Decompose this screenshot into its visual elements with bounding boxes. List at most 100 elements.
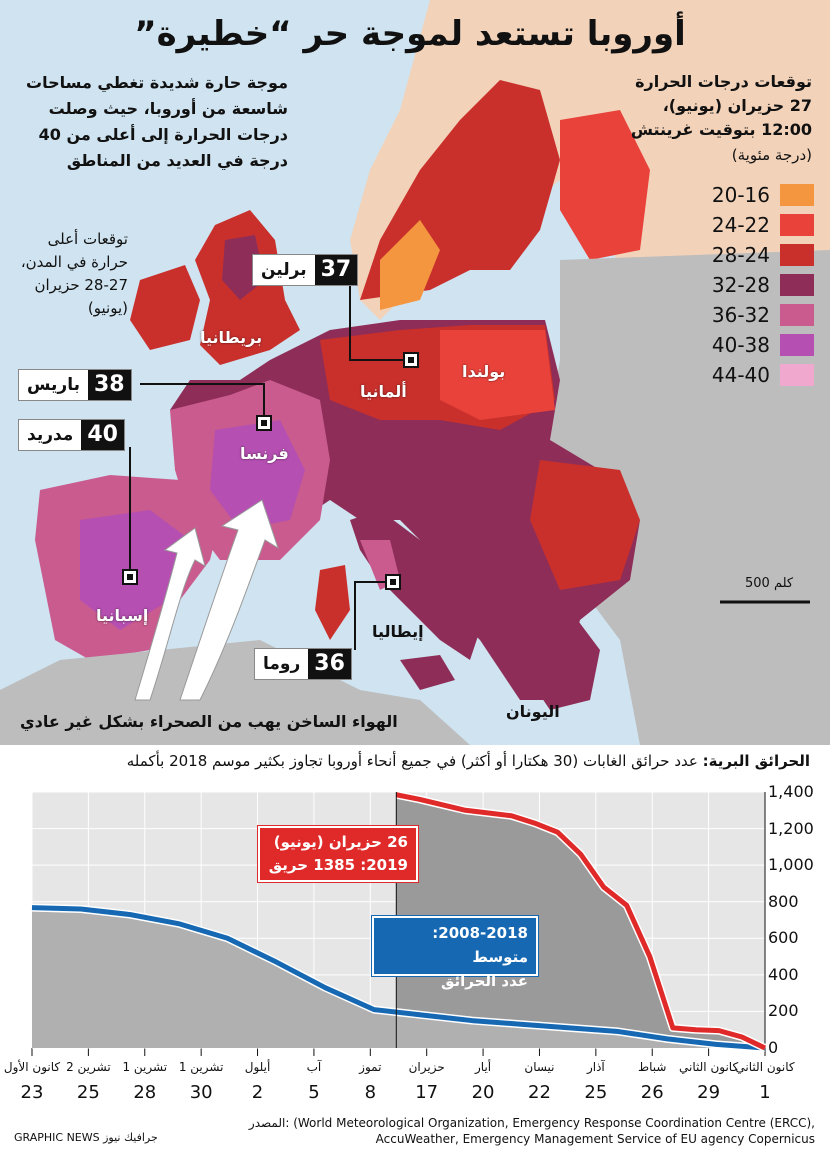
x-tick-month: شباط	[638, 1060, 667, 1074]
city-temp: 36	[308, 649, 351, 679]
y-tick-label: 400	[768, 964, 799, 984]
city-name: باريس	[27, 375, 80, 395]
land-greece	[520, 610, 600, 710]
city-name: برلين	[261, 260, 307, 280]
wind-arrow	[179, 499, 279, 701]
city-tag-madrid: 40 مدريد	[18, 419, 125, 451]
legend-label: 40-38	[711, 333, 770, 357]
country-label-britain: بريطانيا	[200, 328, 263, 347]
y-tick-label: 200	[768, 1001, 799, 1021]
line-average	[31, 905, 766, 1051]
legend-item: 32-28	[684, 274, 814, 298]
y-tick-label: 1,400	[768, 782, 814, 801]
legend-item: 24-22	[684, 214, 814, 238]
x-tick-day: 22	[528, 1082, 551, 1103]
callout-average-line2: عدد الحرائق	[440, 972, 528, 990]
legend-swatch	[780, 304, 814, 326]
country-label-germany: ألمانيا	[360, 382, 407, 401]
x-tick-month: آب	[306, 1060, 322, 1074]
legend-swatch	[780, 244, 814, 266]
y-tick-label: 1,000	[768, 855, 814, 875]
legend-swatch	[780, 214, 814, 236]
country-label-greece: اليونان	[506, 702, 560, 721]
x-tick-day: 23	[20, 1082, 44, 1103]
city-forecast-note: توقعات أعلى حرارة في المدن، 27-28 حزيران…	[20, 230, 128, 317]
callout-average-line1: 2008-2018: متوسط	[432, 924, 528, 966]
x-tick-month: آذار	[586, 1060, 605, 1074]
land-east	[540, 250, 830, 745]
x-tick-month: تشرين 2	[66, 1060, 111, 1074]
x-tick-month: حزيران	[408, 1060, 445, 1074]
legend-swatch	[780, 334, 814, 356]
scale-label: 500 كلم	[745, 576, 794, 591]
city-temp: 40	[81, 420, 124, 450]
city-temp: 38	[87, 370, 131, 400]
legend-label: 44-40	[711, 363, 770, 387]
legend-item: 20-16	[684, 184, 814, 208]
x-tick-day: 1	[759, 1082, 771, 1103]
line-2019	[395, 792, 767, 1051]
city-name: مدريد	[27, 425, 74, 445]
wind-arrow	[134, 527, 206, 701]
source-note: المصدر: (World Meteorological Organizati…	[248, 1116, 815, 1146]
x-tick-day: 25	[584, 1082, 608, 1103]
x-tick-day: 29	[697, 1082, 721, 1103]
brand-logo: GRAPHIC NEWS جرافيك نيوز	[14, 1131, 158, 1144]
x-tick-day: 2	[251, 1082, 264, 1103]
x-tick-month: تشرين 1	[178, 1060, 224, 1074]
europe-temperature-map	[0, 0, 830, 745]
page-title: أوروبا تستعد لموجة حر “خطيرة”	[134, 14, 686, 54]
x-tick-day: 30	[189, 1082, 213, 1103]
fires-title-rest: عدد حرائق الغابات (30 هكتارا أو أكثر) في…	[126, 752, 703, 770]
legend-item: 36-32	[684, 304, 814, 328]
x-tick-month: أيلول	[244, 1060, 271, 1074]
country-label-spain: إسبانيا	[96, 606, 149, 625]
legend-label: 20-16	[711, 183, 770, 207]
x-tick-month: تموز	[359, 1060, 382, 1074]
country-label-italy: إيطاليا	[372, 622, 424, 641]
x-tick-day: 8	[364, 1082, 377, 1103]
callout-2019: 26 حزيران (يونيو) 2019: 1385 حريق	[258, 826, 418, 882]
legend-item: 28-24	[684, 244, 814, 268]
legend-label: 32-28	[711, 273, 770, 297]
y-tick-label: 1,200	[768, 818, 814, 838]
x-tick-month: أيار	[475, 1060, 492, 1074]
callout-average: 2008-2018: متوسط عدد الحرائق	[372, 916, 538, 990]
callout-2019-line1: 26 حزيران (يونيو)	[273, 833, 408, 851]
legend-unit: (درجة مئوية)	[731, 146, 812, 164]
y-tick-label: 0	[768, 1038, 779, 1057]
x-tick-month: كانون الثاني	[735, 1060, 795, 1074]
x-tick-day: 28	[133, 1082, 157, 1103]
city-tag-rome: 36 روما	[254, 648, 352, 680]
legend-item: 40-38	[684, 334, 814, 358]
x-tick-day: 20	[471, 1082, 495, 1103]
legend-label: 36-32	[711, 303, 770, 327]
city-temp: 37	[314, 255, 358, 285]
legend-label: 24-22	[711, 213, 770, 237]
city-tag-berlin: 37 برلين	[252, 254, 359, 286]
area-average	[32, 907, 765, 1048]
x-tick-day: 25	[76, 1082, 100, 1103]
callout-2019-line2: 2019: 1385 حريق	[268, 856, 408, 874]
y-tick-label: 800	[768, 891, 799, 911]
x-tick-month: كانون الأول	[3, 1060, 61, 1074]
x-tick-month: تشرين 1	[122, 1060, 168, 1074]
y-tick-label: 600	[768, 928, 799, 948]
legend-label: 28-24	[711, 243, 770, 267]
heatwave-description: موجة حارة شديدة تغطي مساحات شاسعة من أور…	[26, 73, 288, 170]
legend-title: توقعات درجات الحرارة 27 حزيران (يونيو)، …	[630, 72, 812, 139]
wind-note: الهواء الساخن يهب من الصحراء بشكل غير عا…	[20, 712, 398, 731]
area-2019	[396, 794, 765, 1048]
legend-swatch	[780, 274, 814, 296]
x-tick-month: نيسان	[524, 1060, 555, 1074]
legend-item: 44-40	[684, 364, 814, 388]
city-name: روما	[263, 654, 301, 674]
land-ireland	[130, 265, 200, 350]
x-tick-day: 26	[640, 1082, 664, 1103]
fires-title-bold: الحرائق البرية:	[702, 752, 810, 770]
country-label-france: فرنسا	[240, 444, 289, 463]
legend-swatch	[780, 364, 814, 386]
legend-swatch	[780, 184, 814, 206]
city-tag-paris: 38 باريس	[18, 369, 132, 401]
fires-title: الحرائق البرية: عدد حرائق الغابات (30 هك…	[30, 752, 810, 770]
